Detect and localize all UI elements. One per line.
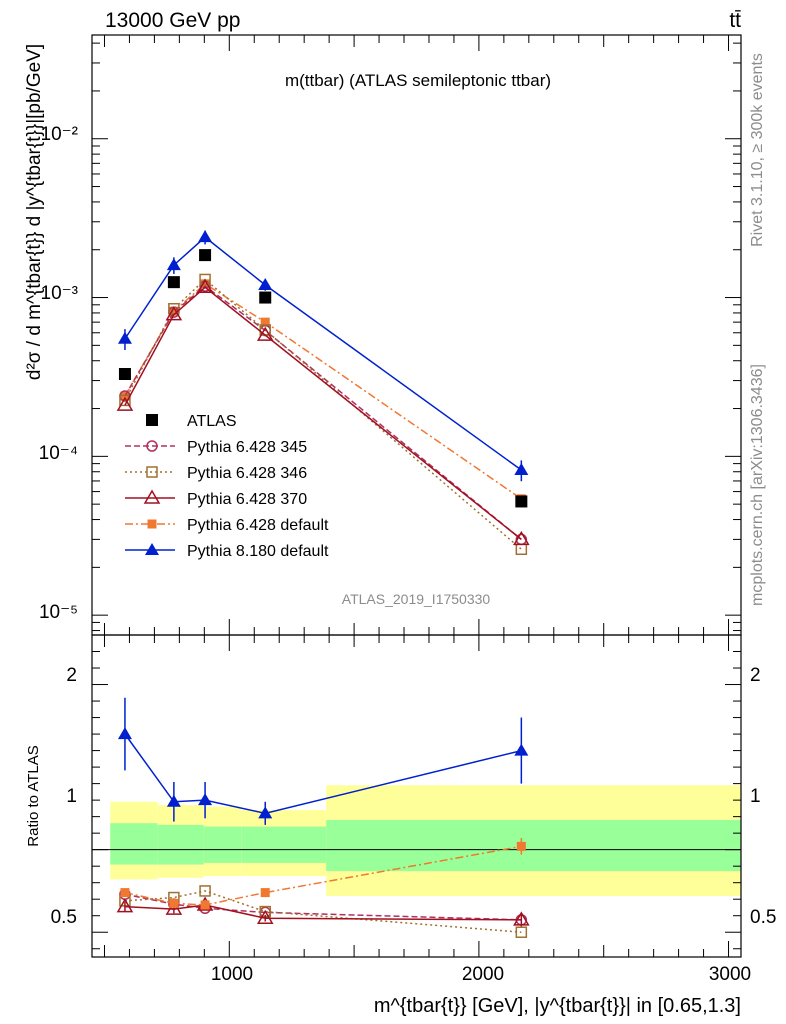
series-line-p6def xyxy=(124,282,522,500)
point-p8def xyxy=(166,258,181,271)
ratio-point-p370 xyxy=(256,909,274,924)
ratio-point-p370 xyxy=(116,898,134,913)
legend-label-p345: Pythia 6.428 345 xyxy=(187,439,307,456)
point-p346 xyxy=(515,543,528,556)
ratio-point-p346 xyxy=(199,885,211,897)
band-green xyxy=(203,826,242,863)
point-p8def xyxy=(258,277,273,290)
ytick-label-1e-4: 10⁻⁴ xyxy=(39,443,78,464)
legend-label-p8def: Pythia 8.180 default xyxy=(187,543,329,560)
legend-label-p6def: Pythia 6.428 default xyxy=(187,517,329,534)
uncertainty-bands xyxy=(92,785,741,896)
ytick-label-1e-2: 10⁻² xyxy=(41,124,79,145)
ratio-point-p8def xyxy=(198,793,213,806)
legend-label-p346: Pythia 6.428 346 xyxy=(187,465,307,482)
point-p370 xyxy=(513,530,530,546)
point-atlas xyxy=(259,291,272,304)
point-p6def xyxy=(260,317,270,327)
legend-marker-p346 xyxy=(146,466,158,478)
ratio-point-p8def xyxy=(514,743,529,756)
energy-label: 13000 GeV pp xyxy=(105,9,240,32)
ratio-tick-label-0-5-left: 0.5 xyxy=(51,907,77,928)
point-p346 xyxy=(199,273,211,286)
legend: ATLAS Pythia 6.428 345 Pythia 6.428 346 Pyt… xyxy=(125,413,329,560)
point-atlas xyxy=(167,276,180,289)
legend-marker-p345 xyxy=(146,440,158,452)
ratio-point-p6def xyxy=(260,888,270,898)
ratio-point-p6def xyxy=(200,900,210,910)
point-atlas xyxy=(199,249,212,262)
point-p8def xyxy=(514,463,529,476)
band-green xyxy=(110,823,158,865)
point-atlas xyxy=(515,495,528,508)
point-p6def xyxy=(169,306,179,316)
xtick-label-1000: 1000 xyxy=(211,964,253,985)
x-axis-label: m^{tbar{t}} [GeV], |y^{tbar{t}}| in [0.6… xyxy=(374,995,741,1017)
ratio-tick-label-1-right: 1 xyxy=(750,786,761,807)
ratio-point-p6def xyxy=(169,898,179,908)
point-p370 xyxy=(165,306,183,321)
ratio-point-p6def xyxy=(516,841,526,851)
ratio-line-p346 xyxy=(124,890,522,933)
axis-ticks xyxy=(92,35,741,957)
ratio-tick-label-0-5-right: 0.5 xyxy=(750,907,776,928)
point-p370 xyxy=(116,396,134,411)
ratio-point-p8def xyxy=(117,727,132,740)
point-p8def xyxy=(198,230,213,243)
series-line-p346 xyxy=(124,278,522,550)
ratio-plot-frame xyxy=(91,634,742,958)
data-series xyxy=(116,230,530,938)
legend-marker-p370 xyxy=(143,489,161,504)
legend-marker-p6def xyxy=(147,519,157,529)
xtick-label-2000: 2000 xyxy=(462,964,504,985)
ratio-point-p8def xyxy=(166,794,181,807)
point-p8def xyxy=(117,331,132,344)
ytick-label-1e-3: 10⁻³ xyxy=(41,283,79,304)
point-p370 xyxy=(196,278,214,294)
analysis-watermark: ATLAS_2019_I1750330 xyxy=(342,591,491,607)
band-green xyxy=(157,824,204,865)
band-green xyxy=(241,826,327,863)
point-p370 xyxy=(256,326,274,341)
legend-marker-atlas xyxy=(146,414,158,426)
point-p346 xyxy=(119,394,131,407)
point-atlas xyxy=(118,368,131,381)
legend-label-p370: Pythia 6.428 370 xyxy=(187,491,307,508)
rivet-label: Rivet 3.1.10, ≥ 300k events xyxy=(749,53,766,247)
mcplots-label: mcplots.cern.ch [arXiv:1306.3436] xyxy=(749,364,766,606)
process-label: tt̄ xyxy=(729,9,741,32)
ratio-point-p370 xyxy=(513,911,530,926)
ratio-ylabel: Ratio to ATLAS xyxy=(25,745,42,846)
ratio-point-p6def xyxy=(120,888,130,898)
ratio-tick-label-2-left: 2 xyxy=(66,665,77,686)
ratio-point-p8def xyxy=(258,806,273,819)
ytick-label-1e-5: 10⁻⁵ xyxy=(39,602,78,623)
series-line-p345 xyxy=(124,285,522,540)
ratio-tick-label-2-right: 2 xyxy=(750,665,761,686)
ratio-point-p370 xyxy=(165,900,183,915)
main-ylabel: d²σ / d m^{tbar{t}} d |y^{tbar{t}}|[pb/G… xyxy=(24,44,45,380)
legend-label-atlas: ATLAS xyxy=(187,413,237,430)
band-green xyxy=(326,819,741,872)
xtick-label-3000: 3000 xyxy=(709,964,751,985)
ratio-tick-label-1-left: 1 xyxy=(66,786,77,807)
ratio-point-p346 xyxy=(515,926,528,938)
plot-title: m(ttbar) (ATLAS semileptonic ttbar) xyxy=(285,71,551,90)
legend-marker-p8def xyxy=(145,543,159,555)
series-line-p370 xyxy=(124,286,522,540)
series-line-p8def xyxy=(124,236,522,471)
